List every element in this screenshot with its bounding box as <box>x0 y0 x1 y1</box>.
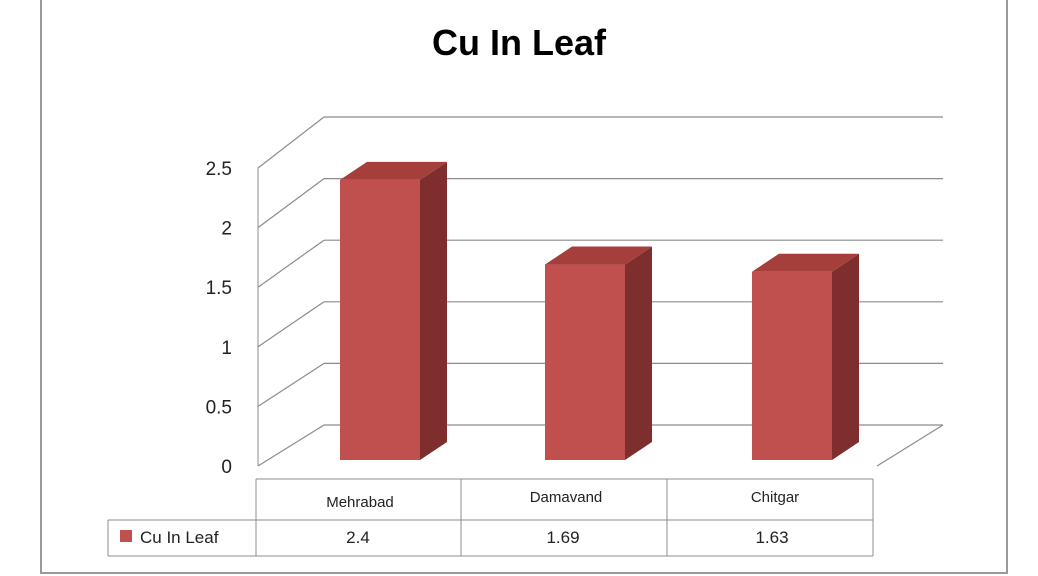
bar-side <box>625 246 652 460</box>
bars <box>340 161 859 461</box>
bar <box>545 246 652 460</box>
bar-front <box>545 264 625 460</box>
chart-title: Cu In Leaf <box>431 22 606 63</box>
y-axis-ticks: 0 0.5 1 1.5 2 2.5 <box>206 159 232 478</box>
y-tick-label: 1.5 <box>206 278 232 299</box>
legend-swatch <box>120 530 132 542</box>
y-tick-label: 0.5 <box>206 397 232 418</box>
table-value: 1.69 <box>546 528 579 547</box>
y-tick-label: 0 <box>221 457 232 478</box>
y-tick-label: 1 <box>221 338 232 359</box>
bar-front <box>340 179 420 461</box>
bar-top <box>752 253 859 272</box>
side-gridline <box>257 362 325 407</box>
bar-top <box>340 161 447 180</box>
chart-frame <box>40 0 1008 574</box>
side-gridline <box>257 239 325 288</box>
category-label: Chitgar <box>751 489 799 506</box>
bar-top <box>545 246 652 265</box>
y-tick-label: 2 <box>221 219 232 240</box>
y-tick-label: 2.5 <box>206 159 232 180</box>
side-gridline <box>257 301 325 348</box>
category-label: Damavand <box>530 489 603 506</box>
table-value: 1.63 <box>755 528 788 547</box>
bar <box>752 253 859 460</box>
bar-side <box>420 161 447 461</box>
bar-front <box>752 271 832 460</box>
data-table: Mehrabad Damavand Chitgar Cu In Leaf 2.4… <box>107 478 874 557</box>
bar <box>340 161 447 461</box>
bar-side <box>832 253 859 460</box>
floor-edge <box>876 424 944 467</box>
side-gridline <box>257 178 325 229</box>
side-gridline <box>257 116 325 169</box>
legend-label: Cu In Leaf <box>140 528 219 547</box>
category-label: Mehrabad <box>326 494 394 511</box>
table-value: 2.4 <box>346 528 370 547</box>
side-gridline <box>257 424 325 467</box>
